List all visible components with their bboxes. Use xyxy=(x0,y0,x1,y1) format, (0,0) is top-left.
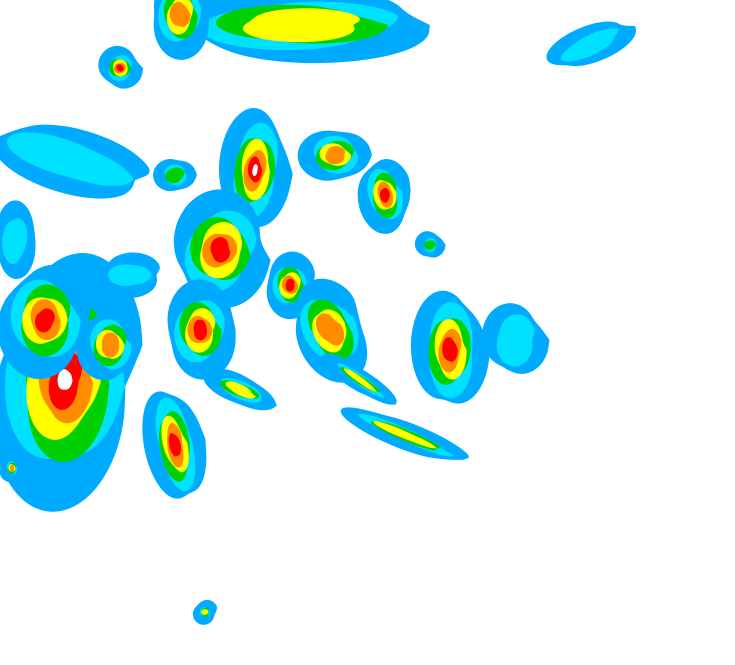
echo-region xyxy=(108,264,152,286)
echo-region xyxy=(252,164,258,177)
echo-region xyxy=(225,381,256,399)
echo-region xyxy=(168,433,182,457)
echo-region xyxy=(316,313,345,346)
echo-region xyxy=(325,146,346,165)
echo-region xyxy=(560,28,619,62)
storm-cells xyxy=(0,0,637,625)
echo-region xyxy=(379,187,390,203)
echo-region xyxy=(35,308,55,333)
echo-region xyxy=(242,8,361,43)
echo-region xyxy=(201,609,209,615)
echo-region xyxy=(210,236,231,263)
echo-region xyxy=(101,332,119,358)
echo-region xyxy=(2,218,28,265)
echo-region xyxy=(116,64,124,72)
echo-region xyxy=(57,369,73,390)
echo-region xyxy=(10,464,15,472)
echo-region xyxy=(165,167,185,184)
echo-region xyxy=(343,368,377,392)
echo-region xyxy=(424,240,436,250)
echo-region xyxy=(193,319,208,341)
echo-region xyxy=(285,278,295,292)
echo-region xyxy=(373,421,437,449)
echo-region xyxy=(442,336,459,362)
echo-region xyxy=(7,132,134,186)
echo-region xyxy=(496,314,535,367)
echo-region xyxy=(169,1,191,27)
